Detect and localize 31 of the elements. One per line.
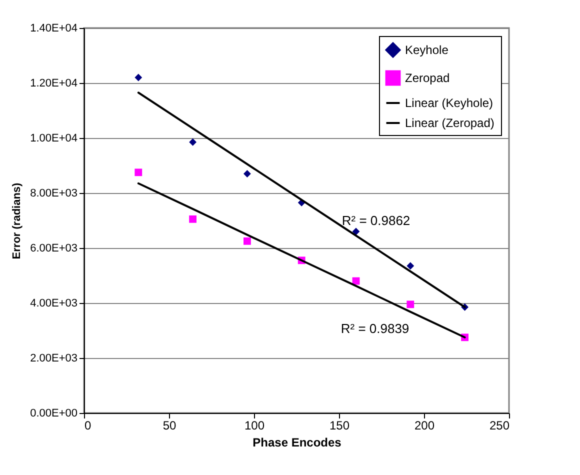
legend-label: Linear (Zeropad) [405,116,494,130]
x-tick-label: 200 [414,418,435,432]
y-tick-label: 6.00E+03 [30,242,78,254]
y-tick-label: 0.00E+00 [30,408,78,420]
y-tick-label: 1.00E+04 [30,132,78,144]
x-tick-label: 150 [329,418,350,432]
y-tick-label: 4.00E+03 [30,298,78,310]
point [189,138,197,146]
point [243,170,251,178]
annotation: R² = 0.9862 [342,213,410,228]
point [134,168,142,176]
x-tick-label: 0 [84,418,92,432]
y-axis-title: Error (radians) [11,182,24,260]
legend-label: Linear (Keyhole) [405,96,494,110]
x-tick-label: 100 [244,418,265,432]
y-tick-label: 2.00E+03 [30,352,78,364]
point [406,262,414,270]
y-tick-label: 8.00E+03 [30,188,78,200]
legend-label: Zeropad [405,71,450,85]
point [243,237,251,245]
y-tick-label: 1.20E+04 [30,78,78,90]
x-tick-label: 250 [489,418,510,432]
legend-label: Keyhole [405,43,449,57]
point [352,228,360,236]
point [134,74,142,82]
point [189,215,197,223]
y-tick-label: 1.40E+04 [30,22,78,34]
x-axis-title: Phase Encodes [252,436,342,450]
point [406,300,414,308]
annotation: R² = 0.9839 [340,321,410,336]
x-tick-label: 50 [162,418,176,432]
